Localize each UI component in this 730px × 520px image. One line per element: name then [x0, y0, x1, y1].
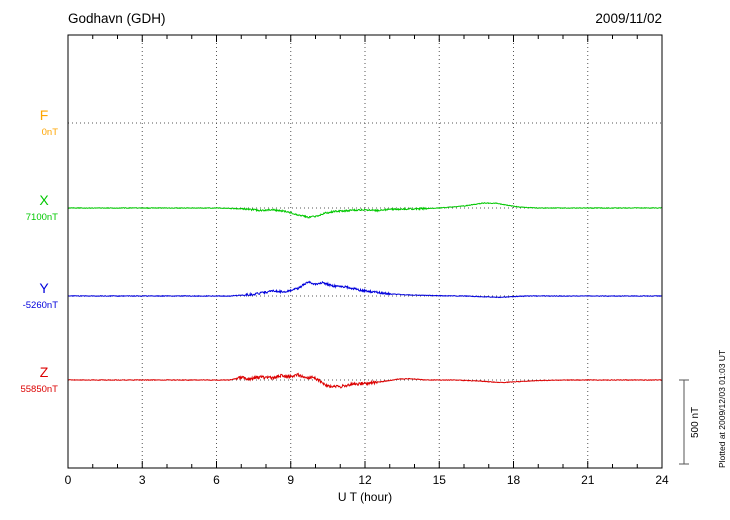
component-label-Y: Y [39, 280, 49, 296]
station-title: Godhavn (GDH) [68, 11, 166, 26]
x-axis-label: U T (hour) [338, 490, 392, 504]
component-label-Z: Z [40, 364, 49, 380]
x-tick-label: 9 [287, 473, 294, 487]
x-tick-label: 6 [213, 473, 220, 487]
scale-bar: 500 nT [679, 379, 701, 465]
trace-Y [67, 280, 663, 299]
trace-X [67, 202, 663, 219]
x-tick-label: 21 [581, 473, 595, 487]
component-value-X: 7100nT [26, 212, 58, 223]
component-label-F: F [40, 107, 49, 123]
plot-date: 2009/11/02 [595, 11, 662, 26]
component-value-F: 0nT [42, 127, 59, 138]
x-tick-label: 0 [65, 473, 72, 487]
component-value-Z: 55850nT [20, 384, 58, 395]
scale-bar-label: 500 nT [690, 407, 701, 438]
component-value-Y: -5260nT [23, 300, 59, 311]
trace-Z [67, 372, 663, 389]
x-tick-label: 3 [139, 473, 146, 487]
x-tick-label: 24 [655, 473, 669, 487]
plot-area: 0 3 6 9 12 15 18 21 24 F 0nT X 7100nT Y -5260nT Z 55850n… [20, 35, 669, 487]
component-label-X: X [39, 192, 49, 208]
x-tick-label: 15 [433, 473, 447, 487]
plot-border [67, 34, 663, 469]
plotted-note: Plotted at 2009/12/03 01:03 UT [717, 350, 727, 468]
x-tick-label: 12 [358, 473, 372, 487]
x-tick-label: 18 [507, 473, 521, 487]
